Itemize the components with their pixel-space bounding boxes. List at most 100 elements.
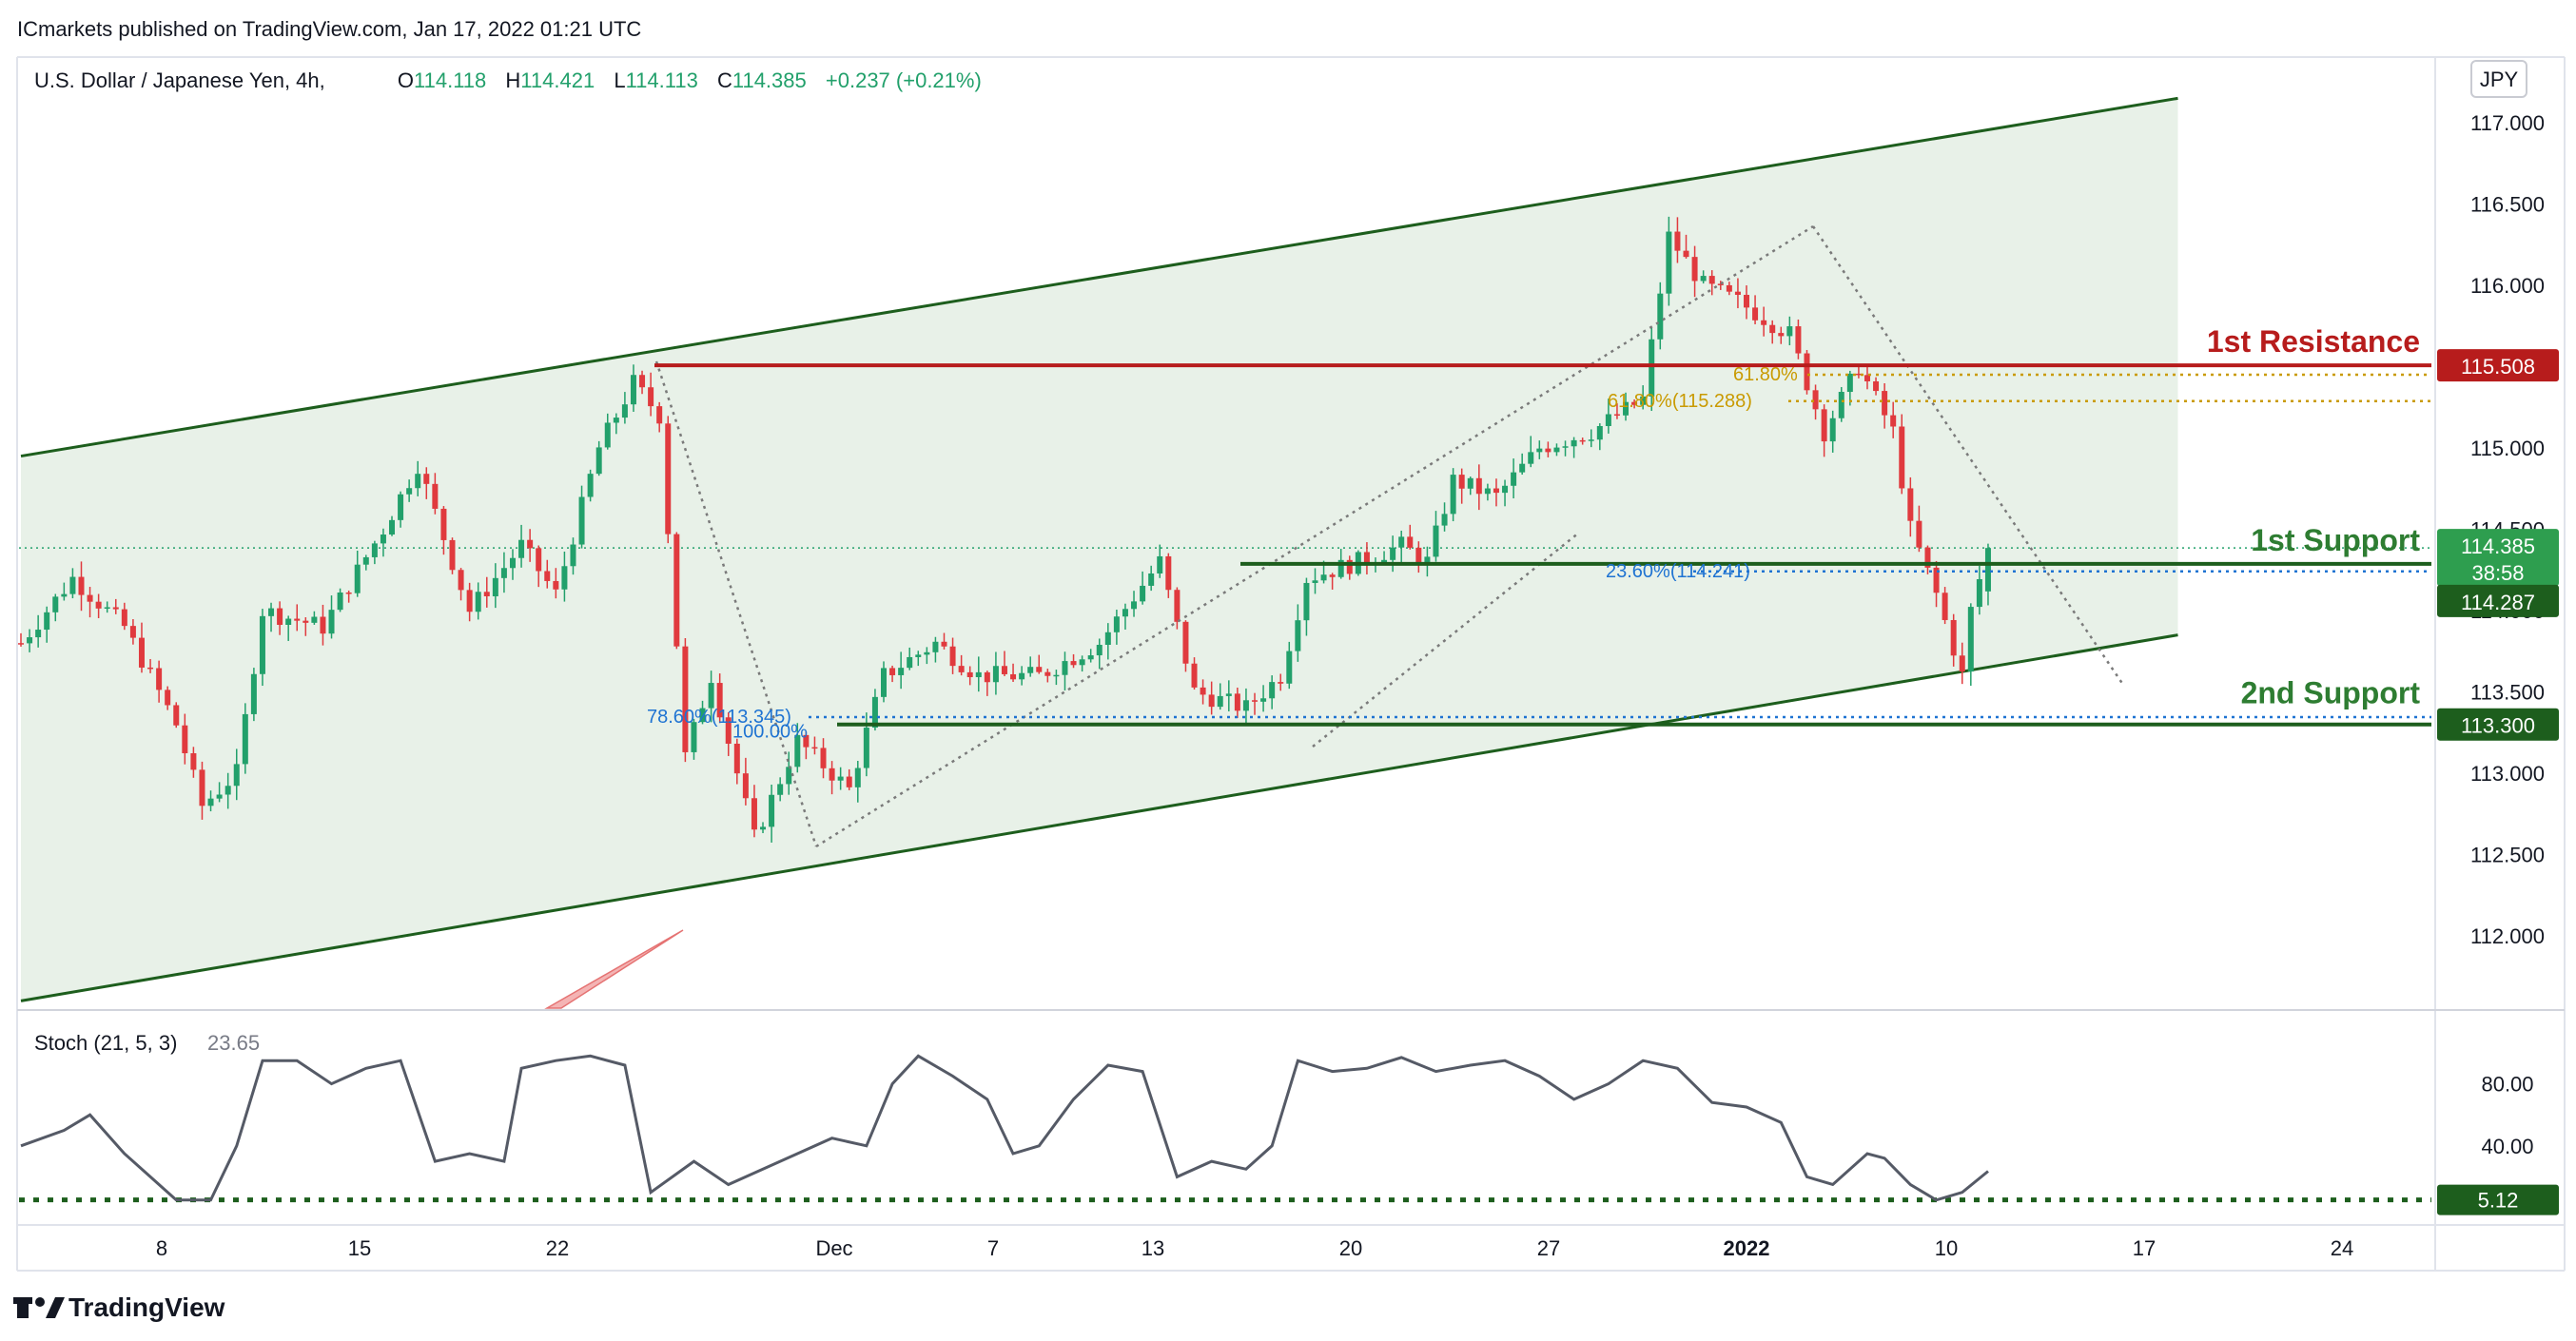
candle-body (881, 668, 887, 697)
current-price-badge-text: 38:58 (2471, 561, 2524, 585)
y-tick-label: 113.500 (2470, 681, 2545, 705)
candle-body (371, 543, 378, 557)
candle-body (458, 570, 464, 591)
candle-body (1855, 373, 1862, 376)
candle-body (1631, 401, 1638, 405)
fib-786-label: 78.60%(113.345) (647, 707, 791, 728)
candle-body (302, 620, 309, 623)
y-tick-label: 116.500 (2470, 193, 2545, 217)
candle-body (1950, 619, 1957, 656)
candle-body (932, 641, 939, 652)
candle-body (1278, 682, 1284, 684)
candle-body (449, 539, 456, 571)
fib-trend-line[interactable] (1811, 225, 2125, 686)
arrow-marker-icon (544, 929, 684, 1009)
current-price-badge[interactable] (2437, 529, 2559, 587)
candle-body (733, 743, 740, 774)
candle-body (1924, 547, 1931, 568)
candle-body (362, 556, 369, 565)
tradingview-logo-icon[interactable] (13, 1297, 65, 1318)
candle-body (320, 616, 326, 634)
candle-body (1044, 671, 1051, 676)
support-2-badge[interactable] (2437, 708, 2559, 741)
candle-body (786, 767, 792, 785)
candle-body (233, 764, 240, 787)
candle-body (1140, 585, 1146, 602)
fib-100-label: 100.00% (732, 722, 808, 743)
stoch-line[interactable] (20, 1054, 1989, 1202)
candle-body (1959, 655, 1965, 672)
candle-body (1062, 661, 1068, 675)
legend-h-label: H (505, 68, 520, 92)
fib-618-upper-label: 61.80% (1733, 364, 1798, 385)
candle-body (483, 592, 490, 596)
candle-body (1821, 409, 1827, 442)
candle-body (561, 566, 568, 590)
candle-body (500, 568, 507, 578)
candle-body (751, 798, 757, 830)
candle-body (112, 607, 119, 610)
candle-body (27, 637, 33, 644)
candle-body (1252, 700, 1259, 702)
candle-body (941, 641, 947, 647)
candle-body (259, 615, 265, 674)
currency-button[interactable] (2470, 60, 2527, 98)
channel-upper-line[interactable] (20, 96, 2178, 458)
channel-lower-line[interactable] (20, 633, 2178, 1002)
candle-body (224, 786, 231, 795)
candle-body (1708, 276, 1715, 284)
stoch-badge[interactable] (2437, 1184, 2559, 1215)
candle-body (1157, 555, 1163, 573)
candle-body (1571, 439, 1577, 447)
candle-body (285, 618, 292, 626)
candle-body (1588, 439, 1594, 441)
candle-body (44, 612, 50, 631)
candle-body (1761, 320, 1767, 325)
candle-body (1242, 700, 1249, 711)
fib-trend-line[interactable] (654, 360, 818, 847)
fib-trend-line[interactable] (815, 224, 1814, 848)
candle-body (182, 725, 188, 754)
x-tick-label: 22 (546, 1236, 569, 1260)
fib-618-lower-label: 61.80%(115.288) (1608, 391, 1752, 412)
candle-body (1683, 250, 1689, 258)
candle-body (466, 590, 473, 612)
candle-body (294, 618, 301, 621)
candle-body (699, 708, 706, 723)
candle-body (398, 494, 404, 520)
candle-body (1087, 655, 1094, 660)
legend-line: U.S. Dollar / Japanese Yen, 4h, O114.118… (34, 68, 982, 92)
candle-body (820, 748, 827, 768)
channel-fill (21, 98, 2178, 1001)
candle-body (1907, 488, 1914, 521)
candle-body (406, 488, 413, 495)
candle-body (311, 616, 318, 623)
candle-body (854, 768, 861, 787)
candle-body (1191, 663, 1198, 688)
candle-body (992, 666, 999, 683)
candle-body (708, 683, 714, 709)
candle-body (1519, 463, 1526, 473)
candle-body (1899, 426, 1905, 489)
candle-body (156, 668, 163, 690)
candle-body (1200, 687, 1206, 695)
resistance-1-badge[interactable] (2437, 349, 2559, 382)
candle-body (1010, 673, 1017, 680)
legend-c-value: 114.385 (732, 68, 807, 92)
candle-body (1450, 475, 1456, 515)
candle-body (1441, 514, 1448, 526)
candle-body (35, 630, 42, 638)
candle-body (138, 637, 145, 668)
candle-body (604, 422, 611, 448)
candle-body (966, 671, 973, 678)
candle-body (1174, 590, 1181, 622)
resistance-1-label: 1st Resistance (2207, 324, 2420, 359)
fib-236-label: 23.60%(114.241) (1606, 561, 1750, 582)
candle-body (1649, 339, 1655, 397)
candle-body (1942, 593, 1948, 620)
candle-body (553, 580, 559, 590)
x-tick-label: 15 (348, 1236, 371, 1260)
support-1-badge[interactable] (2437, 584, 2559, 617)
candle-body (587, 474, 594, 497)
